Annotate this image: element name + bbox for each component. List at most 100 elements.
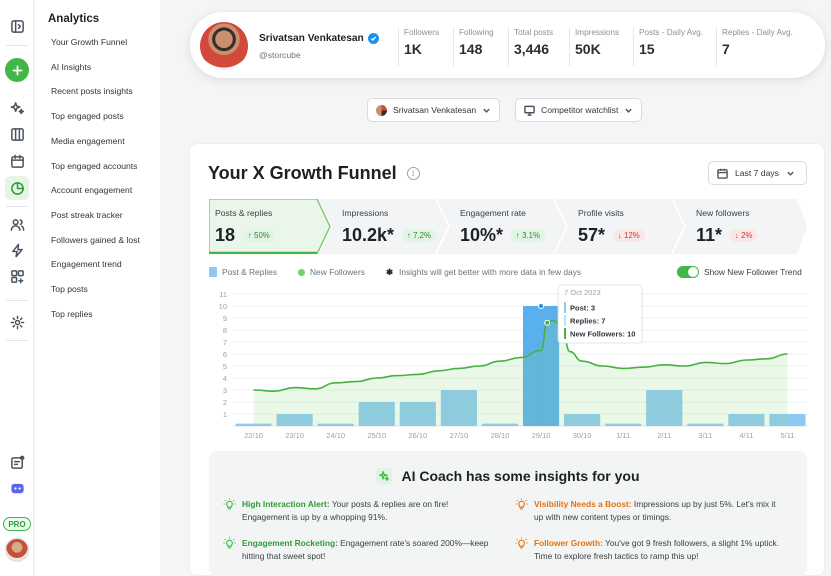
tooltip-swatch bbox=[564, 328, 567, 339]
line-hover-point bbox=[544, 319, 551, 326]
funnel-step-impressions[interactable]: Impressions 10.2k* ↑ 7.2% bbox=[336, 199, 436, 254]
funnel-step-label: Profile visits bbox=[578, 208, 624, 218]
columns-icon[interactable] bbox=[9, 126, 25, 142]
x-tick-label: 1/11 bbox=[616, 431, 630, 440]
lightbulb-icon bbox=[515, 498, 528, 510]
funnel-step-profile-visits[interactable]: Profile visits 57* ↓ 12% bbox=[572, 199, 645, 254]
sidebar-item-followers-gained-lost[interactable]: Followers gained & lost bbox=[51, 235, 140, 245]
date-range-label: Last 7 days bbox=[735, 168, 779, 178]
sidebar-item-recent-posts-insights[interactable]: Recent posts insights bbox=[51, 86, 133, 96]
follower-trend-toggle-label: Show New Follower Trend bbox=[704, 267, 802, 277]
grid-user-icon[interactable] bbox=[9, 268, 25, 284]
user-avatar[interactable] bbox=[5, 538, 29, 562]
analytics-pie-icon[interactable] bbox=[9, 180, 25, 196]
settings-icon[interactable] bbox=[9, 314, 25, 330]
funnel-step-value: 10%* bbox=[460, 225, 504, 245]
x-tick-label: 26/10 bbox=[408, 431, 427, 440]
funnel-step-label: Posts & replies bbox=[215, 208, 273, 218]
y-tick-label: 5 bbox=[223, 362, 227, 371]
funnel-background bbox=[209, 199, 807, 254]
calendar-icon[interactable] bbox=[9, 153, 25, 169]
y-tick-label: 8 bbox=[223, 326, 227, 335]
sidebar-toggle-icon[interactable] bbox=[9, 18, 25, 34]
sidebar-item-top-posts[interactable]: Top posts bbox=[51, 284, 88, 294]
y-tick-label: 1 bbox=[223, 410, 227, 419]
stat-impressions: Impressions 50K bbox=[569, 28, 619, 66]
stat-value: 3,446 bbox=[514, 41, 550, 57]
funnel-step-posts-replies[interactable]: Posts & replies 18 ↑ 50% bbox=[209, 199, 275, 254]
account-avatar-icon bbox=[376, 104, 387, 116]
funnel-step-value: 10.2k* bbox=[342, 225, 395, 245]
date-range-selector[interactable]: Last 7 days bbox=[708, 161, 807, 185]
competitor-watchlist-selector[interactable]: Competitor watchlist bbox=[515, 98, 643, 122]
notes-icon[interactable] bbox=[9, 454, 25, 470]
info-icon[interactable]: i bbox=[406, 167, 420, 180]
sidebar-item-media-engagement[interactable]: Media engagement bbox=[51, 136, 125, 146]
stat-value: 148 bbox=[459, 41, 483, 57]
users-icon[interactable] bbox=[9, 216, 25, 232]
y-tick-label: 7 bbox=[223, 338, 227, 347]
profile-summary-card: Srivatsan Venkatesan @storcube Followers… bbox=[190, 12, 825, 78]
sidebar-item-top-replies[interactable]: Top replies bbox=[51, 309, 93, 319]
legend-note: Insights will get better with more data … bbox=[399, 267, 582, 277]
delta-badge-value: 12% bbox=[624, 231, 640, 240]
bar-posts-replies bbox=[317, 423, 354, 426]
main-content: Srivatsan Venkatesan @storcube Followers… bbox=[160, 0, 831, 576]
funnel-step-value: 57* bbox=[578, 225, 606, 245]
chart-legend: Post & Replies New Followers ✱ Insights … bbox=[209, 266, 807, 280]
growth-funnel-title: Your X Growth Funnel bbox=[208, 163, 397, 183]
stat-value: 50K bbox=[575, 41, 601, 57]
discord-icon[interactable] bbox=[9, 480, 25, 496]
growth-funnel-title-row: Your X Growth Funnel i bbox=[208, 163, 420, 184]
y-tick-label: 4 bbox=[223, 374, 227, 383]
stat-value: 15 bbox=[639, 41, 655, 57]
sidebar-item-ai-insights[interactable]: AI Insights bbox=[51, 62, 92, 72]
insight-text: Engagement rate's soared 200%—keep hitti… bbox=[242, 538, 489, 561]
icon-rail: PRO bbox=[0, 0, 34, 576]
ai-coach-panel: AI Coach has some insights for you High … bbox=[209, 451, 807, 576]
account-selector[interactable]: Srivatsan Venkatesan bbox=[367, 98, 501, 122]
y-tick-label: 11 bbox=[219, 290, 227, 299]
lightbulb-icon bbox=[223, 498, 236, 510]
funnel-step-new-followers[interactable]: New followers 11* ↓ 2% bbox=[690, 199, 758, 254]
x-tick-label: 28/10 bbox=[491, 431, 510, 440]
insight-text: Impressions up by just 5%. Let's mix it … bbox=[534, 499, 776, 522]
sidebar-item-post-streak-tracker[interactable]: Post streak tracker bbox=[51, 210, 123, 220]
sparkle-icon[interactable] bbox=[9, 100, 25, 116]
rail-divider bbox=[6, 340, 28, 341]
ai-coach-heading: AI Coach has some insights for you bbox=[209, 468, 807, 484]
plus-icon[interactable] bbox=[5, 58, 29, 82]
sidebar-item-top-engaged-accounts[interactable]: Top engaged accounts bbox=[51, 161, 138, 171]
bar-posts-replies bbox=[235, 423, 272, 426]
y-tick-label: 2 bbox=[223, 398, 227, 407]
delta-badge-value: 7.2% bbox=[413, 231, 431, 240]
y-tick-label: 10 bbox=[219, 302, 227, 311]
tooltip-swatch bbox=[564, 315, 567, 326]
sidebar-item-engagement-trend[interactable]: Engagement trend bbox=[51, 259, 122, 269]
sidebar-item-growth-funnel[interactable]: Your Growth Funnel bbox=[51, 37, 128, 47]
insight-follower-growth: Follower Growth: You've got 9 fresh foll… bbox=[515, 537, 785, 563]
tooltip-row: Replies: 7 bbox=[570, 317, 605, 326]
insight-heading: Visibility Needs a Boost: bbox=[534, 499, 632, 509]
ai-coach-title: AI Coach has some insights for you bbox=[401, 468, 640, 484]
rail-divider bbox=[6, 300, 28, 301]
delta-badge: ↑ 7.2% bbox=[402, 229, 436, 242]
x-tick-label: 29/10 bbox=[532, 431, 551, 440]
stat-label: Total posts bbox=[514, 28, 554, 37]
x-tick-label: 24/10 bbox=[326, 431, 345, 440]
bolt-icon[interactable] bbox=[9, 242, 25, 258]
insight-engagement-rocketing: Engagement Rocketing: Engagement rate's … bbox=[223, 537, 493, 563]
funnel-step-engagement-rate[interactable]: Engagement rate 10%* ↑ 3.1% bbox=[454, 199, 545, 254]
follower-trend-toggle[interactable] bbox=[677, 266, 699, 278]
bar-posts-replies bbox=[646, 390, 683, 426]
competitor-watchlist-label: Competitor watchlist bbox=[541, 105, 619, 115]
sidebar-item-top-engaged-posts[interactable]: Top engaged posts bbox=[51, 111, 124, 121]
funnel-step-label: New followers bbox=[696, 208, 750, 218]
stat-value: 1K bbox=[404, 41, 422, 57]
stat-label: Following bbox=[459, 28, 494, 37]
y-tick-label: 9 bbox=[223, 314, 227, 323]
pro-badge: PRO bbox=[3, 517, 31, 531]
sidebar-item-account-engagement[interactable]: Account engagement bbox=[51, 185, 133, 195]
bar-posts-replies bbox=[276, 414, 313, 426]
growth-chart: 1 2 3 4 5 6 7 8 9 10 11 22/10 23/10 24/10 25/10 26/10 27… bbox=[219, 284, 808, 440]
